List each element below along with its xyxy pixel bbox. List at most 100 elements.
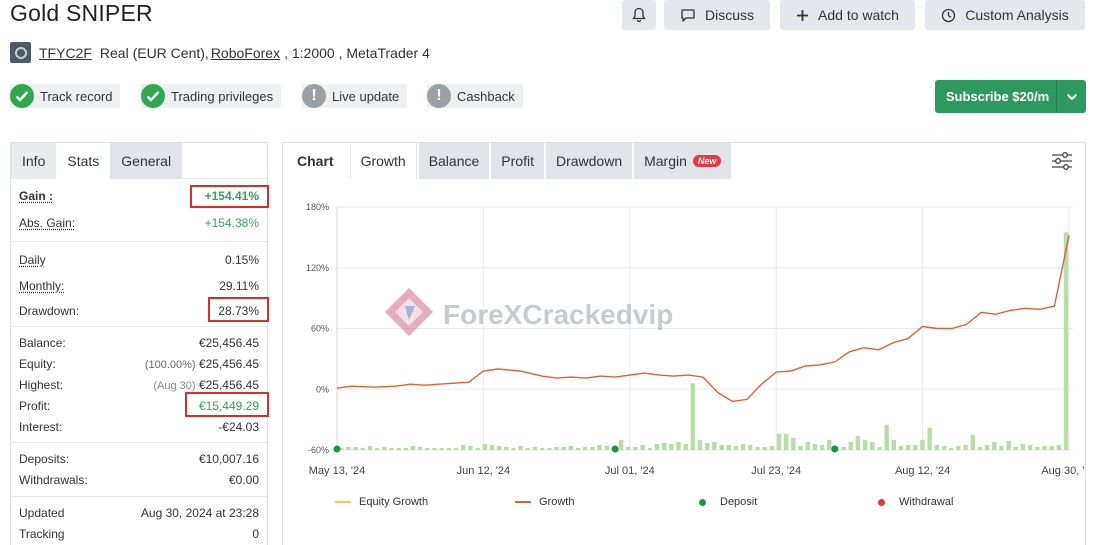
bar <box>518 445 523 450</box>
comment-icon <box>680 8 696 23</box>
legend-equity-growth[interactable]: Equity Growth <box>335 496 428 508</box>
bar <box>769 445 775 450</box>
custom-analysis-label: Custom Analysis <box>965 7 1069 23</box>
bar <box>992 441 997 450</box>
add-to-watch-button[interactable]: Add to watch <box>780 0 915 30</box>
legend-swatch <box>515 501 531 503</box>
bar <box>1042 445 1047 450</box>
bar <box>661 442 667 450</box>
bar <box>461 444 466 450</box>
bar <box>855 435 861 450</box>
stats-panel: Info Stats General Gain : +154.41% Abs. … <box>10 142 269 545</box>
custom-analysis-button[interactable]: Custom Analysis <box>925 0 1085 30</box>
x-tick-label: Aug 12, '24 <box>895 465 950 477</box>
deposit-marker <box>611 445 619 453</box>
legend-deposit[interactable]: Deposit <box>699 496 757 508</box>
tab-margin[interactable]: Margin New <box>634 143 732 179</box>
stat-profit: Profit: €15,449.29 <box>19 395 259 416</box>
stat-value: 28.73% <box>218 303 259 318</box>
watermark-text: ForeXCrackedvip <box>443 299 673 330</box>
tab-profit[interactable]: Profit <box>491 143 544 179</box>
bar <box>841 446 846 450</box>
bar <box>719 444 724 450</box>
y-tick-label: 180% <box>306 202 329 212</box>
bar <box>561 446 566 450</box>
x-tick-label: Jul 01, '24 <box>605 465 655 477</box>
bar <box>446 447 452 450</box>
bar <box>740 443 746 450</box>
y-tick-label: -60% <box>308 445 329 455</box>
plus-icon <box>796 9 809 22</box>
bar <box>654 443 660 450</box>
bar <box>913 444 918 450</box>
stat-value: -€24.03 <box>218 419 259 434</box>
bar <box>812 443 818 450</box>
bar <box>748 444 753 450</box>
bar <box>898 445 904 450</box>
bar <box>604 445 609 450</box>
stat-tracking: Tracking 0 <box>19 523 259 544</box>
legend-swatch <box>335 501 351 503</box>
sliders-icon[interactable] <box>1051 151 1073 174</box>
stat-label: Tracking <box>19 526 65 541</box>
trading-privileges-badge[interactable]: Trading privileges <box>141 84 282 108</box>
stat-label: Profit: <box>19 398 51 413</box>
bar <box>805 441 810 450</box>
account-id-link[interactable]: TFYC2F <box>39 44 92 61</box>
bar <box>1013 446 1019 450</box>
tab-drawdown[interactable]: Drawdown <box>545 143 633 179</box>
bar <box>870 441 875 450</box>
bar <box>798 445 803 450</box>
clock-icon <box>941 8 956 23</box>
bar <box>791 437 796 450</box>
discuss-button[interactable]: Discuss <box>664 0 770 30</box>
tab-general[interactable]: General <box>110 143 183 179</box>
stat-daily: Daily 0.15% <box>19 249 259 270</box>
growth-chart: ForeXCrackedvip 180% 120% 60% 0% -60% May 13,… <box>306 202 1085 477</box>
bar <box>597 444 602 450</box>
bar <box>949 447 954 450</box>
bar <box>353 446 358 450</box>
bar <box>705 442 710 450</box>
tab-info[interactable]: Info <box>11 143 57 179</box>
stat-label: Daily <box>19 252 46 267</box>
bar <box>410 445 416 450</box>
track-record-badge[interactable]: Track record <box>10 84 121 108</box>
legend-withdrawal[interactable]: Withdrawal <box>878 496 953 508</box>
bar <box>568 445 574 450</box>
x-tick-label: May 13, '24 <box>309 465 366 477</box>
stat-highest: Highest: (Aug 30) €25,456.45 <box>19 374 259 395</box>
live-update-badge[interactable]: ! Live update <box>302 84 408 108</box>
bar <box>726 444 731 450</box>
broker-link[interactable]: RoboForex <box>210 44 281 61</box>
exclamation-icon: ! <box>427 84 451 108</box>
tab-chart[interactable]: Chart <box>283 143 348 179</box>
bar <box>633 446 638 450</box>
bar <box>547 447 552 450</box>
stat-value: 0.15% <box>224 252 259 267</box>
bar <box>690 383 696 450</box>
tab-growth[interactable]: Growth <box>349 143 417 179</box>
notification-button[interactable] <box>622 0 656 30</box>
stat-label: Equity: <box>19 356 56 371</box>
cashback-badge[interactable]: ! Cashback <box>427 84 523 108</box>
tab-balance[interactable]: Balance <box>418 143 490 179</box>
account-info: TFYC2F Real (EUR Cent), RoboForex , 1:20… <box>10 42 430 63</box>
legend-growth[interactable]: Growth <box>515 496 574 508</box>
account-type: Real (EUR Cent), <box>99 44 209 61</box>
tab-stats[interactable]: Stats <box>56 143 111 179</box>
stat-value: €10,007.16 <box>198 451 259 466</box>
deposit-marker <box>831 445 839 453</box>
exclamation-icon: ! <box>302 84 326 108</box>
stat-value: €25,456.45 <box>198 335 259 350</box>
stat-prefix: (Aug 30) <box>153 379 196 392</box>
bar <box>482 443 487 450</box>
bar <box>1056 444 1062 450</box>
subscribe-button[interactable]: Subscribe $20/m <box>935 80 1086 113</box>
chevron-down-icon[interactable] <box>1056 80 1086 113</box>
stat-value: Aug 30, 2024 at 23:28 <box>140 505 259 520</box>
stat-label: Monthly: <box>19 278 65 293</box>
bar <box>827 439 832 450</box>
live-update-label: Live update <box>332 88 400 104</box>
bar <box>339 447 344 450</box>
